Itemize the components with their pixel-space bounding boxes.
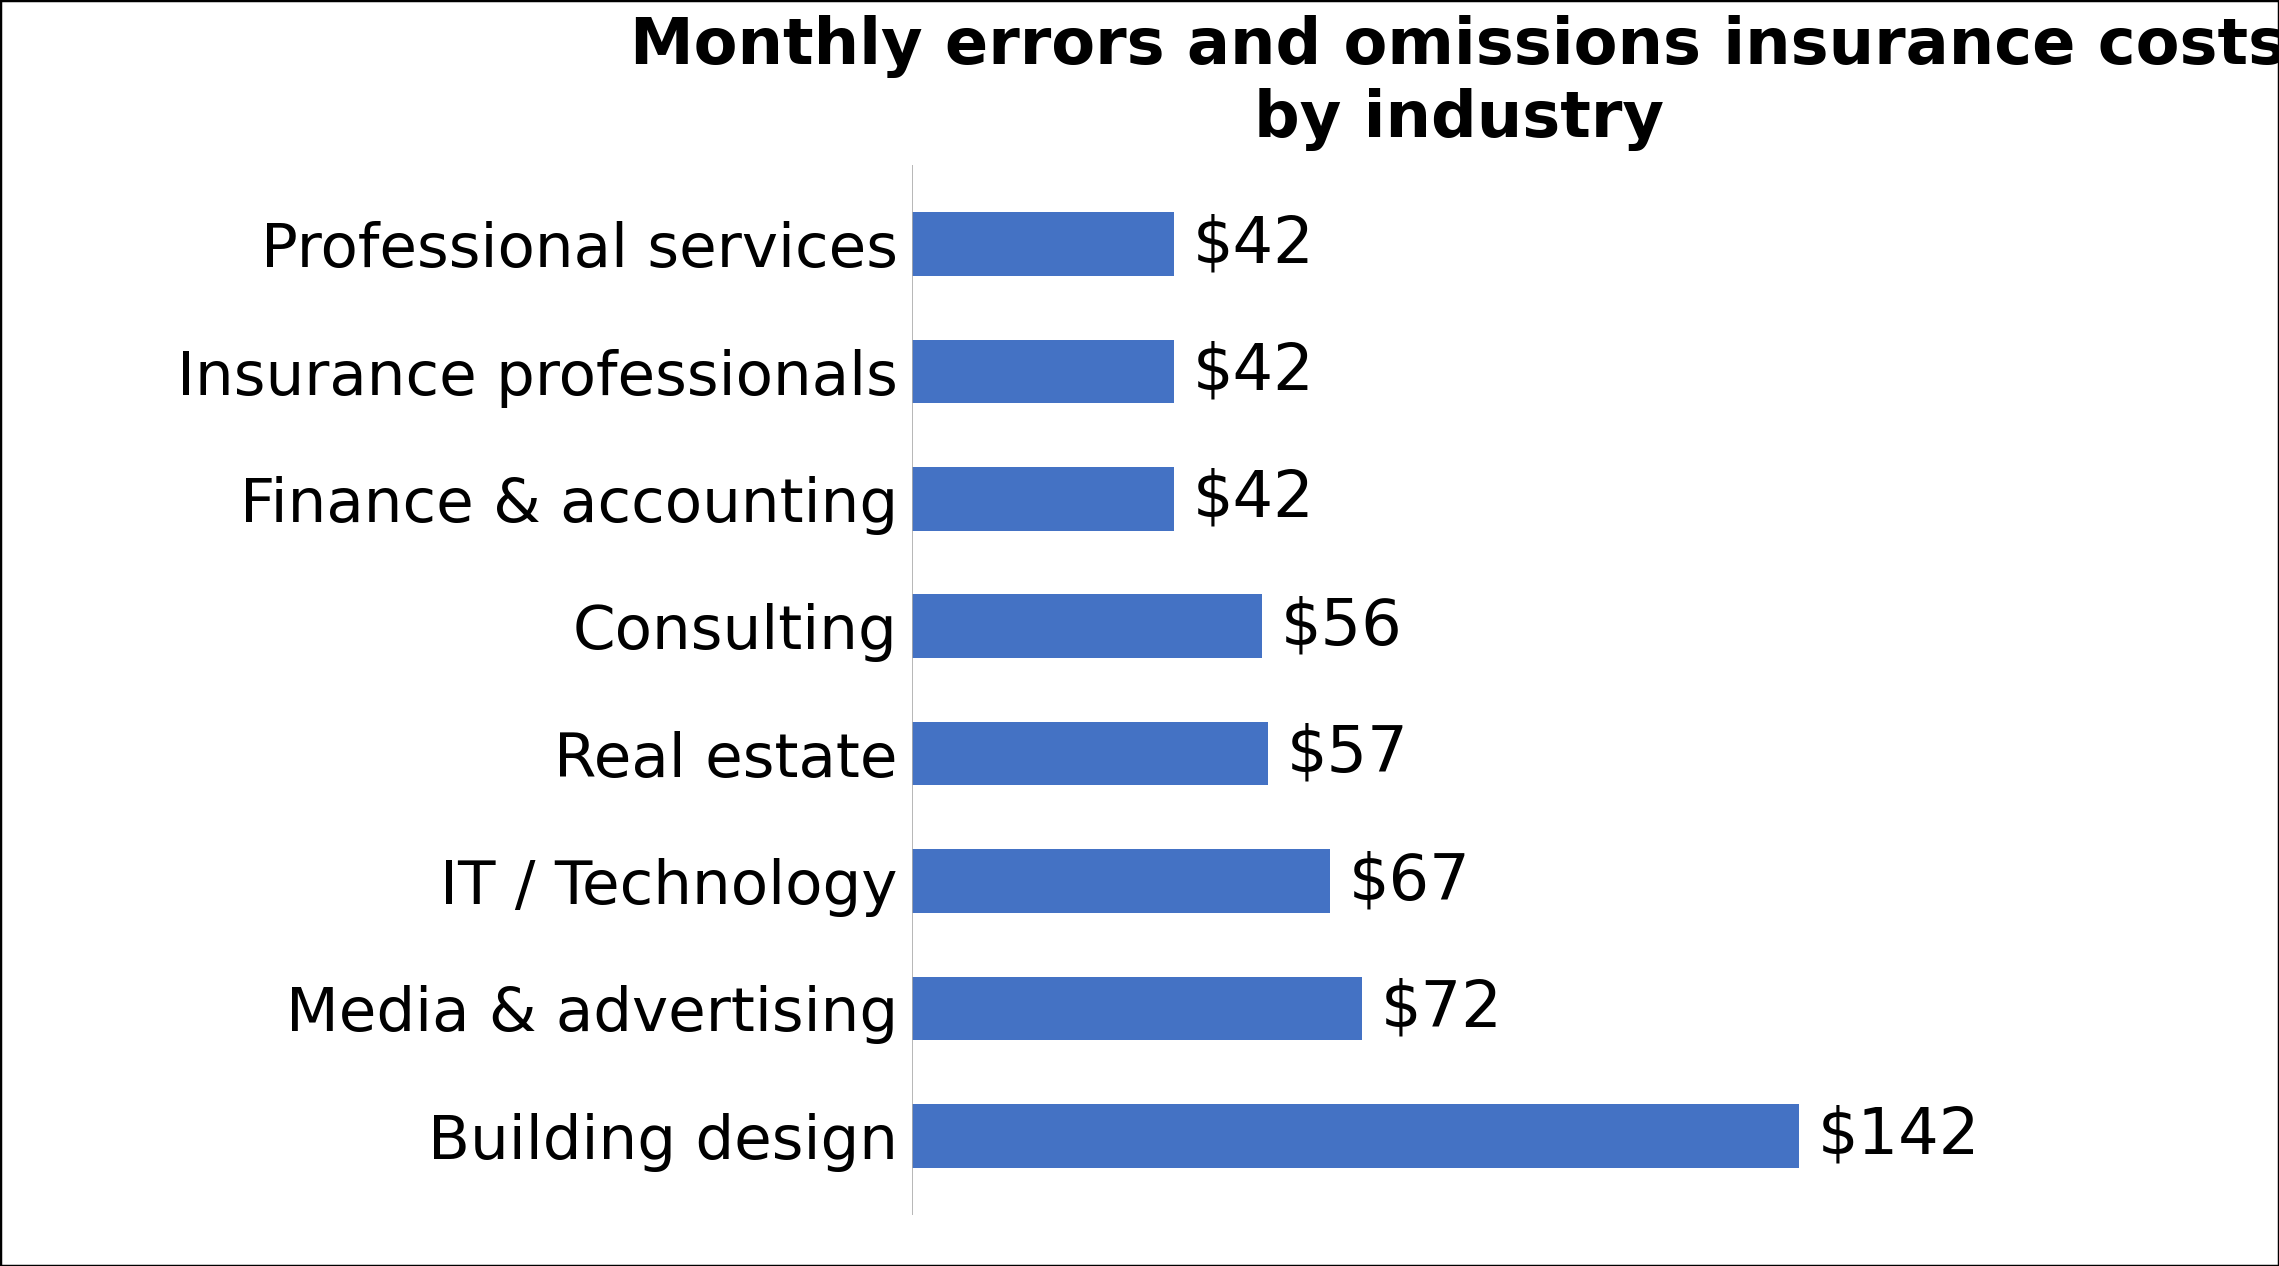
- Bar: [912, 722, 1267, 785]
- Bar: [912, 1104, 1798, 1167]
- Text: $42: $42: [1192, 341, 1315, 403]
- Text: $42: $42: [1192, 468, 1315, 530]
- Bar: [912, 595, 1263, 658]
- Text: $142: $142: [1819, 1105, 1980, 1167]
- Bar: [912, 467, 1174, 530]
- Text: $57: $57: [1288, 723, 1408, 785]
- Text: $56: $56: [1281, 595, 1402, 657]
- Bar: [912, 976, 1361, 1041]
- Bar: [912, 339, 1174, 404]
- Title: Monthly errors and omissions insurance costs
by industry: Monthly errors and omissions insurance c…: [631, 15, 2279, 151]
- Text: $67: $67: [1349, 849, 1470, 912]
- Text: $72: $72: [1381, 977, 1502, 1039]
- Bar: [912, 849, 1331, 913]
- Bar: [912, 213, 1174, 276]
- Text: $42: $42: [1192, 213, 1315, 275]
